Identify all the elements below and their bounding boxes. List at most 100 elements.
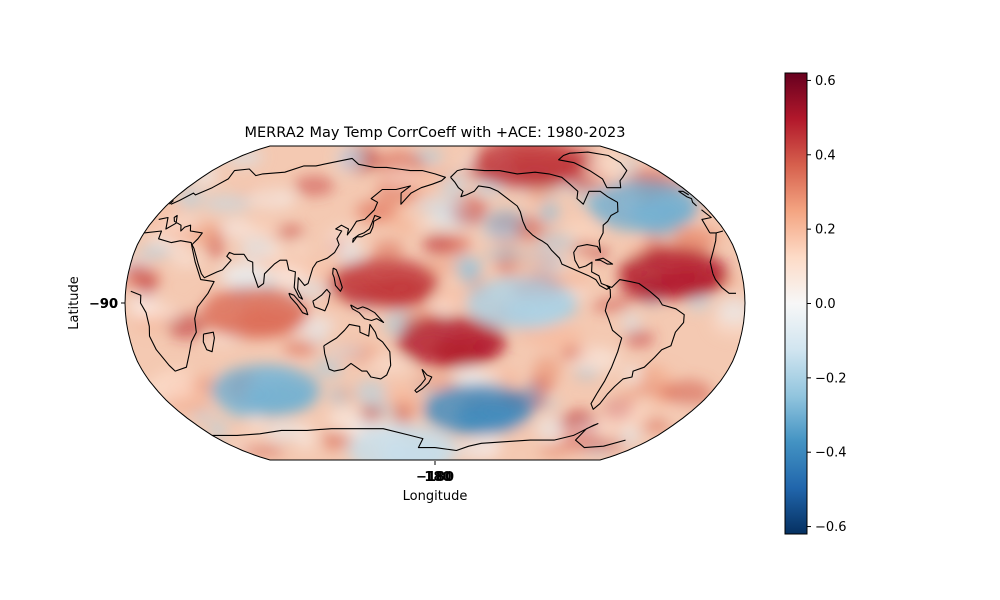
texture-blob [338,386,358,403]
texture-blob [515,216,547,242]
coastline-new-zealand [414,368,433,393]
colorbar: −0.6 −0.4 −0.2 0.0 0.2 0.4 0.6 [784,72,847,535]
texture-blob [358,405,383,423]
texture-blob [293,175,335,196]
texture-blob [662,379,713,407]
region-core-tropical-atlantic [656,265,721,298]
texture-blob [442,233,470,258]
coastline-north-america [450,168,619,290]
colorbar-ticks: −0.6 −0.4 −0.2 0.0 0.2 0.4 0.6 [807,74,847,535]
colorbar-tick-label: 0.6 [815,74,836,89]
texture-blob [229,222,282,238]
texture-blob [153,372,197,401]
texture-blob [416,196,466,216]
texture-blob [373,239,404,259]
texture-blob [591,246,609,260]
texture-blob [270,267,311,288]
texture-blob [603,401,651,426]
region-core-southern-ocean-south-pacific [455,400,520,433]
texture-blob [673,226,719,251]
texture-blob [309,330,327,345]
texture-blob [243,429,264,444]
x-axis: −180 180 Longitude [403,461,468,504]
texture-blob [658,403,698,417]
colorbar-gradient [784,72,808,535]
texture-blob [186,222,228,244]
texture-blob [264,420,304,442]
map-area [124,145,746,461]
texture-blob [512,250,540,279]
coastline-philippines [332,267,343,292]
x-tick-label-west: −180 [416,470,454,485]
texture-blob [247,412,266,429]
texture-blob [622,312,641,335]
texture-blob [143,315,160,334]
texture-blob [354,379,387,406]
texture-blob [321,431,353,450]
region-core-equatorial-pacific [502,294,567,327]
texture-blob [296,423,315,452]
coastline-antarctica [212,423,626,452]
texture-blob [532,325,583,351]
texture-blob [327,345,367,358]
texture-blob [244,188,297,209]
texture-blob [431,288,471,309]
texture-blob [563,347,580,359]
texture-blob [238,444,286,456]
texture-blob [453,365,483,387]
texture-blob [570,346,620,373]
coastlines [130,151,736,452]
texture-blob [138,245,172,258]
texture-blob [222,264,272,288]
texture-blob [209,419,227,442]
colorbar-tick-label: −0.2 [815,371,847,386]
y-axis-label: Latitude [67,276,82,330]
colorbar-tick-label: 0.4 [815,148,836,163]
coastline-sumatra [288,292,309,316]
coastline-new-guinea [350,304,385,324]
texture-blob [240,233,274,264]
texture-blob [313,359,343,378]
coastline-eurasia [158,157,724,300]
coastline-uk [169,190,697,207]
region-core-north-atlantic [630,197,694,230]
texture-blob [539,201,560,224]
texture-blob [354,200,396,223]
texture-blob [542,224,562,236]
texture-blob [533,356,561,384]
x-tick-label-east: 180 [424,470,451,485]
x-axis-label: Longitude [403,489,468,504]
region-core-southern-indian-ocean [249,382,314,415]
texture-blob [641,418,671,433]
texture-blob [177,185,203,210]
texture-blob [202,194,252,213]
region-core-western-tropical-pacific [365,275,430,308]
texture-blob [391,221,418,233]
texture-blob [538,443,570,458]
texture-blob [561,220,601,245]
coastline-greenland [558,151,628,189]
y-tick-label-south: −90 [89,297,118,312]
coastline-borneo [312,288,331,312]
map-outline [124,145,746,461]
texture-blob [591,299,632,312]
coastline-australia [323,323,392,380]
region-core-indian-ocean [236,304,301,337]
colorbar-tick-label: 0.0 [815,297,836,312]
texture-blob [716,296,745,324]
coastline-madagascar [202,331,215,353]
texture-blob [529,191,547,204]
coastline-japan [352,214,382,243]
heat-field [125,146,745,460]
colorbar-tick-label: 0.2 [815,223,836,238]
colorbar-tick-label: −0.6 [815,520,847,535]
coastline-south-america [590,279,685,410]
texture-blob [412,374,457,391]
y-axis: −90 90 Latitude [67,276,125,330]
region-core-south-pacific-convergence [433,333,498,366]
texture-blob [273,224,304,240]
coastline-africa [130,230,736,372]
texture-blob [292,242,309,255]
texture-blob [328,405,363,432]
